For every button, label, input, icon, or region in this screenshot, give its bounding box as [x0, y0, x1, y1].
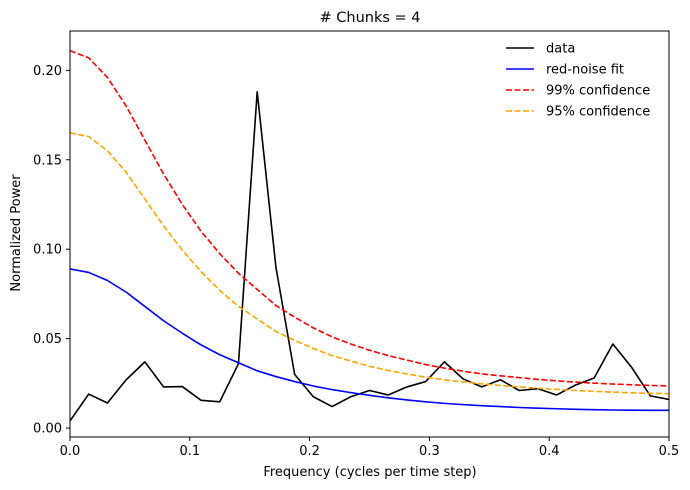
x-tick-label: 0.2	[299, 444, 320, 459]
legend: data red-noise fit 99% confidence 95% confi…	[506, 42, 650, 120]
plot-area	[70, 49, 669, 422]
y-tick-label: 0.10	[33, 243, 62, 258]
y-axis-label: Normalized Power	[9, 174, 24, 292]
legend-label-data: data	[546, 42, 575, 57]
x-tick-label: 0.0	[60, 444, 81, 459]
legend-label-99pct-confidence: 99% confidence	[546, 84, 650, 99]
legend-label-red-noise-fit: red-noise fit	[546, 63, 624, 78]
axis-ticks: 0.0 0.1 0.2 0.3 0.4 0.5 0.00 0.05 0.10 0.15 0.20	[33, 64, 679, 459]
series-line-99pct-confidence	[70, 49, 669, 387]
plot-frame	[69, 30, 670, 438]
x-tick-label: 0.1	[179, 444, 200, 459]
series-line-red-noise-fit	[70, 268, 669, 412]
x-tick-label: 0.4	[539, 444, 560, 459]
y-tick-label: 0.00	[33, 422, 62, 437]
y-tick-label: 0.15	[33, 153, 62, 168]
x-tick-label: 0.5	[659, 444, 680, 459]
series-line-95pct-confidence	[70, 132, 669, 395]
chart-title: # Chunks = 4	[320, 10, 421, 26]
y-tick-label: 0.20	[33, 64, 62, 79]
legend-label-95pct-confidence: 95% confidence	[546, 105, 650, 120]
x-tick-label: 0.3	[419, 444, 440, 459]
series-line-data	[70, 91, 669, 422]
y-tick-label: 0.05	[33, 332, 62, 347]
x-axis-label: Frequency (cycles per time step)	[263, 465, 476, 480]
